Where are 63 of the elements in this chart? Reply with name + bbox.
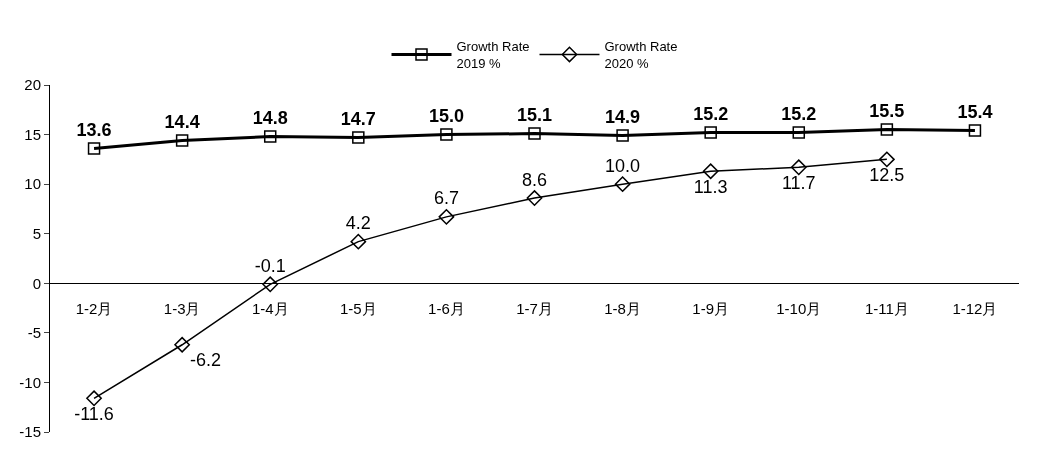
x-tick-label: 1-6月 (428, 300, 465, 318)
data-label: -11.6 (74, 403, 114, 424)
data-label: 15.4 (957, 102, 993, 123)
x-tick-label: 1-9月 (692, 300, 730, 318)
x-tick-label: 1-10月 (776, 300, 822, 318)
x-tick-label: 1-2月 (75, 300, 113, 318)
data-label: 8.6 (521, 169, 548, 190)
data-label: 13.6 (76, 120, 112, 141)
point (174, 336, 191, 353)
point (790, 159, 807, 176)
point (87, 142, 101, 155)
point (878, 151, 895, 168)
data-label: 15.2 (693, 104, 729, 125)
x-tick-label: 1-7月 (516, 300, 553, 318)
point (968, 124, 982, 137)
point (880, 123, 894, 136)
y-tick-label: 0 (32, 274, 41, 292)
data-label: 6.7 (433, 188, 459, 209)
y-tick-label: -15 (19, 423, 41, 441)
y-tick-label: 5 (32, 224, 41, 242)
data-label: -0.1 (254, 255, 286, 276)
data-label: 15.5 (869, 101, 905, 122)
point (792, 126, 806, 139)
y-tick-label: 10 (24, 175, 41, 193)
x-tick-label: 1-12月 (952, 300, 998, 318)
y-tick-label: 15 (24, 125, 41, 143)
data-label: 14.4 (164, 112, 200, 133)
point (438, 208, 455, 225)
data-label: 15.0 (428, 106, 464, 127)
data-label: 15.2 (781, 104, 817, 125)
data-label: 4.2 (345, 213, 371, 234)
point (175, 134, 189, 147)
point (440, 128, 453, 141)
data-label: 11.3 (693, 176, 728, 197)
point (352, 131, 365, 144)
data-label: 14.7 (340, 109, 376, 130)
x-tick-label: 1-5月 (339, 300, 377, 318)
point (702, 163, 719, 180)
point (614, 176, 631, 193)
x-tick-label: 1-11月 (864, 300, 909, 318)
point (528, 127, 541, 140)
y-tick-label: -5 (27, 324, 41, 342)
point (263, 130, 277, 143)
point (704, 126, 717, 139)
data-label: 11.7 (781, 172, 816, 193)
point (86, 390, 102, 407)
legend-label: Growth Rate 2020 % (604, 39, 678, 71)
y-tick-label: 20 (24, 76, 41, 94)
x-tick-label: 1-3月 (163, 300, 201, 318)
data-label: 10.0 (605, 155, 641, 176)
data-label: 14.9 (605, 107, 641, 128)
data-label: -6.2 (190, 350, 222, 371)
y-tick-label: -10 (19, 373, 41, 391)
data-label: 12.5 (869, 164, 905, 185)
data-label: 14.8 (252, 108, 288, 129)
point (616, 129, 629, 142)
data-label: 15.1 (516, 105, 553, 126)
point (262, 276, 279, 293)
x-tick-label: 1-8月 (604, 300, 641, 318)
x-tick-label: 1-4月 (251, 300, 289, 318)
legend-label: Growth Rate 2019 % (456, 39, 530, 71)
point (350, 233, 367, 250)
point (526, 190, 543, 206)
